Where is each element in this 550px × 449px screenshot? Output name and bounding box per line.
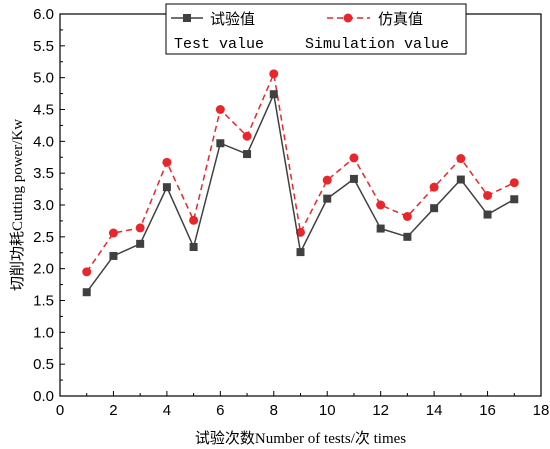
legend-test-marker <box>183 14 191 22</box>
data-point-test <box>243 150 252 159</box>
data-point-simulation <box>322 175 332 185</box>
legend-entry-test-value: 试验值 Test value <box>171 10 264 53</box>
data-point-simulation <box>509 178 519 188</box>
data-point-test <box>376 224 385 233</box>
legend-sim-label-en: Simulation value <box>305 36 449 53</box>
series-layer <box>82 69 519 297</box>
data-point-simulation <box>162 157 172 167</box>
y-tick-label: 1.0 <box>33 324 54 341</box>
legend-test-label-en: Test value <box>174 36 264 53</box>
legend-sim-marker <box>343 13 353 23</box>
data-point-test <box>216 139 225 148</box>
y-axis-title: 切削功耗Cutting power/Kw <box>9 119 26 291</box>
x-tick-label: 10 <box>319 402 336 419</box>
data-point-simulation <box>215 105 225 114</box>
plot-frame <box>59 13 542 397</box>
data-point-simulation <box>242 131 252 141</box>
y-tick-label: 5.0 <box>33 70 54 87</box>
x-tick-label: 14 <box>426 402 443 419</box>
data-point-simulation <box>429 182 439 192</box>
data-point-test <box>456 175 465 184</box>
y-tick-label: 3.5 <box>33 165 54 182</box>
data-point-test <box>162 183 171 192</box>
x-tick-label: 12 <box>372 402 389 419</box>
y-tick-label: 0.5 <box>33 356 54 373</box>
y-tick-label: 6.0 <box>33 6 54 23</box>
data-point-test <box>483 210 492 219</box>
series-line-0 <box>86 91 515 293</box>
legend-test-label-cn: 试验值 <box>210 10 255 28</box>
y-tick-label: 1.5 <box>33 293 54 310</box>
data-point-simulation <box>376 200 386 210</box>
data-point-test <box>349 174 358 183</box>
y-axis-ticks: 0.0 0.5 1.0 1.5 2.0 2.5 3.0 3.5 4.0 4.5 5.0 5.5 6.0 <box>33 6 65 405</box>
data-point-test <box>296 248 305 257</box>
data-point-test <box>189 243 198 252</box>
data-point-simulation <box>269 69 279 79</box>
data-point-simulation <box>456 154 466 164</box>
data-point-test <box>136 239 145 248</box>
data-point-simulation <box>135 223 145 233</box>
y-tick-label: 4.0 <box>33 133 54 150</box>
y-tick-label: 3.0 <box>33 197 54 214</box>
data-point-simulation <box>82 267 92 277</box>
data-point-test <box>510 195 519 204</box>
data-point-test <box>430 204 439 213</box>
series-line-1 <box>86 71 515 273</box>
y-tick-label: 2.0 <box>33 261 54 278</box>
x-tick-label: 4 <box>163 402 171 419</box>
data-point-test <box>269 90 278 99</box>
data-point-simulation <box>483 190 493 200</box>
data-point-test <box>323 194 332 203</box>
data-point-test <box>403 232 412 241</box>
legend-sim-label-cn: 仿真值 <box>378 10 423 28</box>
data-point-test <box>109 251 118 260</box>
y-tick-label: 4.5 <box>33 102 54 119</box>
data-point-simulation <box>189 215 199 225</box>
x-tick-label: 8 <box>270 402 278 419</box>
x-tick-label: 16 <box>479 402 496 419</box>
x-axis-ticks: 0 2 4 6 8 10 12 14 16 18 <box>56 391 550 419</box>
data-point-simulation <box>349 153 359 163</box>
legend-entry-simulation-value: 仿真值 Simulation value <box>305 10 449 53</box>
x-tick-label: 18 <box>533 402 550 419</box>
y-tick-label: 0.0 <box>33 388 54 405</box>
legend: 试验值 Test value 仿真值 Simulation value <box>165 3 467 55</box>
data-point-test <box>82 288 91 297</box>
x-tick-label: 2 <box>109 402 117 419</box>
legend-box <box>165 3 467 55</box>
y-tick-label: 5.5 <box>33 38 54 55</box>
data-point-simulation <box>108 228 118 238</box>
x-tick-label: 6 <box>216 402 224 419</box>
y-tick-label: 2.5 <box>33 229 54 246</box>
x-tick-label: 0 <box>56 402 64 419</box>
data-point-simulation <box>402 211 412 221</box>
x-axis-title: 试验次数Number of tests/次 times <box>195 430 406 447</box>
